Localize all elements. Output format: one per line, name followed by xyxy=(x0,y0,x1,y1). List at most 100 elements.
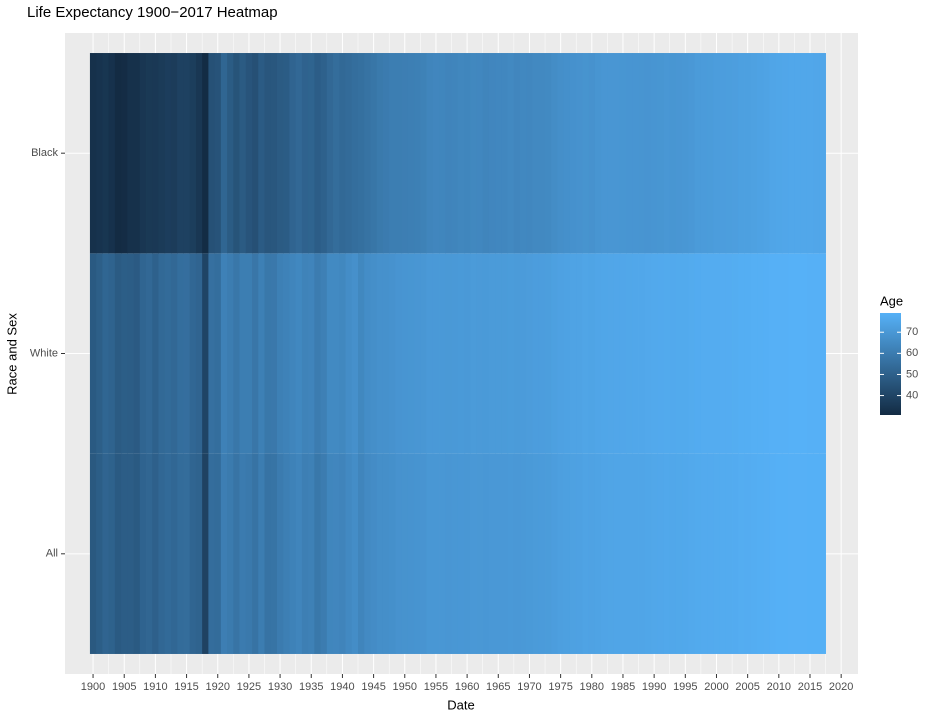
heat-tile xyxy=(719,53,727,254)
heat-tile xyxy=(794,453,802,654)
heat-tile xyxy=(457,253,465,454)
heat-tile xyxy=(725,53,733,254)
heat-tile xyxy=(395,53,403,254)
heat-tile xyxy=(445,453,452,654)
heat-tile xyxy=(152,253,159,454)
x-tick-label: 2010 xyxy=(767,681,791,693)
heat-tile xyxy=(245,253,253,454)
x-tick-label: 1905 xyxy=(112,681,136,693)
heat-tile xyxy=(195,453,203,654)
heat-tile xyxy=(788,253,795,454)
heat-tile xyxy=(663,253,671,454)
heat-tile xyxy=(638,253,646,454)
heat-tile xyxy=(339,253,346,454)
heat-tile xyxy=(133,53,141,254)
heat-tile xyxy=(183,253,191,454)
x-tick-label: 1915 xyxy=(174,681,198,693)
heat-tile xyxy=(351,253,359,454)
heat-tile xyxy=(781,453,789,654)
heat-tile xyxy=(813,53,820,254)
x-tick-label: 1935 xyxy=(299,681,323,693)
heat-tile xyxy=(121,453,128,654)
y-tick-label: White xyxy=(30,347,58,359)
heat-tile xyxy=(813,453,820,654)
heat-tile xyxy=(757,53,764,254)
heat-tile xyxy=(601,253,608,454)
heat-tile xyxy=(133,453,141,654)
heat-tile xyxy=(819,253,826,454)
heat-tile xyxy=(713,53,720,254)
heat-tile xyxy=(233,253,240,454)
heat-tile xyxy=(482,53,490,254)
heat-tile xyxy=(245,453,253,654)
heat-tile xyxy=(532,53,540,254)
heat-tile xyxy=(389,253,396,454)
heat-tile xyxy=(507,453,515,654)
heat-tile xyxy=(775,253,783,454)
heat-tile xyxy=(189,53,197,254)
heat-tile xyxy=(594,253,602,454)
heat-tile xyxy=(644,53,652,254)
x-tick-label: 1960 xyxy=(455,681,479,693)
heat-tile xyxy=(463,53,471,254)
heat-tile xyxy=(445,253,452,454)
heat-tile xyxy=(488,53,496,254)
heat-tile xyxy=(102,253,110,454)
heat-tile xyxy=(220,453,228,654)
heat-tile xyxy=(295,53,303,254)
heat-tile xyxy=(694,453,702,654)
heat-tile xyxy=(276,453,284,654)
heat-tile xyxy=(258,253,265,454)
x-tick-label: 1965 xyxy=(486,681,510,693)
heat-tile xyxy=(183,453,191,654)
heat-tile xyxy=(170,453,178,654)
x-tick-label: 1985 xyxy=(611,681,635,693)
heat-tile xyxy=(538,253,546,454)
heat-tile xyxy=(794,53,802,254)
heat-tile xyxy=(382,53,390,254)
heat-tile xyxy=(657,253,664,454)
heat-tile xyxy=(682,453,689,654)
heat-tile xyxy=(252,253,259,454)
heat-tile xyxy=(744,253,752,454)
heat-tile xyxy=(382,453,390,654)
heat-tile xyxy=(320,253,328,454)
heat-tile xyxy=(127,453,134,654)
heat-tile xyxy=(370,453,378,654)
heat-tile xyxy=(401,53,409,254)
x-tick-label: 2005 xyxy=(735,681,759,693)
heat-tile xyxy=(526,453,533,654)
heat-tile xyxy=(451,253,459,454)
heat-tile xyxy=(139,253,147,454)
heat-tile xyxy=(208,53,216,254)
heat-tile xyxy=(657,53,664,254)
heat-tile xyxy=(657,453,664,654)
heat-tile xyxy=(276,53,284,254)
heat-tile xyxy=(545,253,552,454)
heat-tile xyxy=(750,253,758,454)
y-tick-label: All xyxy=(46,548,58,560)
heat-tile xyxy=(289,253,297,454)
heat-tile xyxy=(214,53,222,254)
heat-tile xyxy=(96,453,103,654)
heat-tile xyxy=(569,53,577,254)
heat-tile xyxy=(177,453,184,654)
heat-tile xyxy=(382,253,390,454)
heat-tile xyxy=(744,453,752,654)
heat-tile xyxy=(233,53,240,254)
heat-tile xyxy=(358,453,365,654)
heat-tile xyxy=(557,453,565,654)
x-tick-label: 1955 xyxy=(424,681,448,693)
heat-tile xyxy=(401,453,409,654)
y-tick-label: Black xyxy=(31,147,58,159)
heat-tile xyxy=(333,53,340,254)
heat-tile xyxy=(769,453,777,654)
heat-tile xyxy=(108,253,116,454)
heat-tile xyxy=(694,53,702,254)
heat-tile xyxy=(732,253,739,454)
heat-tile xyxy=(513,53,521,254)
heat-tile xyxy=(719,253,727,454)
legend-tick-label: 70 xyxy=(906,326,918,338)
heat-tile xyxy=(713,453,720,654)
